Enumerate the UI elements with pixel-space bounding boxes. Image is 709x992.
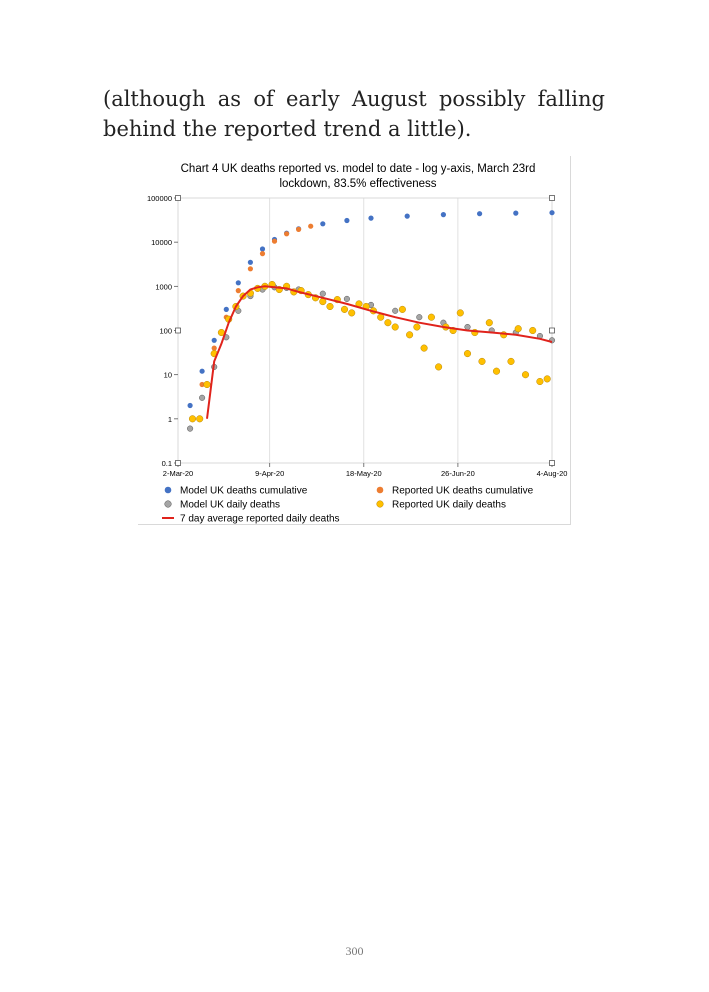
plot-area-selection-handle xyxy=(549,327,555,334)
series-line-avg-line xyxy=(206,285,553,419)
legend-swatch-model-cumulative xyxy=(164,486,172,494)
point-reported-cumulative xyxy=(211,345,217,351)
x-tick-label: 2-Mar-20 xyxy=(163,469,193,478)
point-reported-daily xyxy=(203,380,211,389)
legend-swatch-model-daily xyxy=(164,500,172,508)
point-reported-daily xyxy=(521,371,530,379)
point-reported-daily xyxy=(456,309,464,317)
point-reported-daily xyxy=(406,331,414,339)
y-tick-label: 10000 xyxy=(151,238,172,247)
chart-title-line-2: lockdown, 83.5% effectiveness xyxy=(279,178,436,190)
chart-4-figure: Chart 4 UK deaths reported vs. model to … xyxy=(138,156,571,525)
point-model-cumulative xyxy=(320,221,326,227)
chart-title-line-1: Chart 4 UK deaths reported vs. model to … xyxy=(181,163,536,175)
plot-area-selection-handle xyxy=(175,195,181,201)
y-tick-label: 1000 xyxy=(155,282,172,291)
point-model-cumulative xyxy=(344,217,350,224)
y-tick-label: 100000 xyxy=(147,194,172,203)
point-model-cumulative xyxy=(404,213,410,219)
plot-area-selection-handle xyxy=(549,195,555,201)
point-reported-daily xyxy=(529,326,537,335)
plot-area-selection-handle xyxy=(549,460,555,466)
point-model-cumulative xyxy=(211,337,217,343)
plot-area-selection-handle xyxy=(175,460,181,466)
body-paragraph: (although as of early August possibly fa… xyxy=(103,87,605,141)
point-reported-daily xyxy=(463,350,472,358)
point-reported-cumulative xyxy=(271,238,278,244)
point-reported-daily xyxy=(391,323,399,331)
deaths-log-chart: Chart 4 UK deaths reported vs. model to … xyxy=(147,163,568,525)
x-tick-label: 18-May-20 xyxy=(346,469,382,478)
legend-label-reported-cumulative: Reported UK deaths cumulative xyxy=(392,486,534,497)
y-tick-label: 100 xyxy=(159,327,172,336)
y-tick-label: 1 xyxy=(168,415,172,424)
point-reported-cumulative xyxy=(259,251,266,257)
x-tick-label: 9-Apr-20 xyxy=(255,469,284,478)
point-reported-daily xyxy=(348,309,356,317)
point-model-daily xyxy=(199,394,206,401)
point-reported-cumulative xyxy=(247,266,253,272)
point-reported-cumulative xyxy=(284,231,290,237)
point-reported-daily xyxy=(536,377,544,386)
point-model-cumulative xyxy=(247,259,253,265)
point-reported-daily xyxy=(340,305,349,313)
point-reported-daily xyxy=(478,357,486,365)
page-number: 300 xyxy=(345,944,364,958)
point-reported-daily xyxy=(196,415,204,423)
point-reported-cumulative xyxy=(199,381,205,388)
plot-area xyxy=(177,197,553,464)
point-model-cumulative xyxy=(187,402,193,409)
point-model-daily xyxy=(343,295,350,302)
legend-swatch-reported-cumulative xyxy=(376,486,384,494)
point-model-cumulative xyxy=(368,215,374,221)
point-reported-daily xyxy=(398,305,406,313)
point-reported-daily xyxy=(543,375,551,383)
point-reported-daily xyxy=(435,363,443,371)
x-tick-label: 4-Aug-20 xyxy=(537,469,568,478)
legend-label-model-cumulative: Model UK deaths cumulative xyxy=(180,486,308,497)
point-model-cumulative xyxy=(513,210,519,216)
point-model-cumulative xyxy=(477,211,483,217)
point-reported-cumulative xyxy=(235,288,241,294)
point-model-cumulative xyxy=(223,306,229,312)
y-tick-label: 10 xyxy=(164,371,172,380)
point-model-daily xyxy=(319,290,326,297)
point-model-daily xyxy=(464,323,471,331)
point-reported-daily xyxy=(384,319,392,327)
point-model-daily xyxy=(416,314,423,321)
x-tick-label: 26-Jun-20 xyxy=(441,469,475,478)
plot-area-selection-handle xyxy=(175,327,181,334)
point-model-cumulative xyxy=(440,212,446,218)
point-reported-daily xyxy=(514,325,522,333)
point-reported-daily xyxy=(420,344,428,352)
point-model-cumulative xyxy=(235,280,241,286)
point-reported-daily xyxy=(427,313,435,321)
point-reported-daily xyxy=(492,367,501,375)
y-tick-label: 0.1 xyxy=(162,459,172,468)
point-reported-daily xyxy=(485,319,493,327)
point-reported-daily xyxy=(326,302,334,311)
point-model-cumulative xyxy=(259,246,266,252)
legend-label-model-daily: Model UK daily deaths xyxy=(180,500,280,511)
point-model-cumulative xyxy=(199,368,205,374)
point-reported-daily xyxy=(507,357,515,365)
legend-label-reported-daily: Reported UK daily deaths xyxy=(392,500,506,511)
point-model-daily xyxy=(187,425,194,432)
point-reported-daily xyxy=(188,415,197,423)
point-model-daily xyxy=(392,307,399,314)
legend-swatch-reported-daily xyxy=(376,500,384,508)
point-reported-cumulative xyxy=(296,226,302,232)
point-reported-daily xyxy=(413,323,421,331)
legend-label-avg-line: 7 day average reported daily deaths xyxy=(180,514,340,525)
point-model-cumulative xyxy=(549,210,555,216)
point-reported-cumulative xyxy=(308,223,314,229)
